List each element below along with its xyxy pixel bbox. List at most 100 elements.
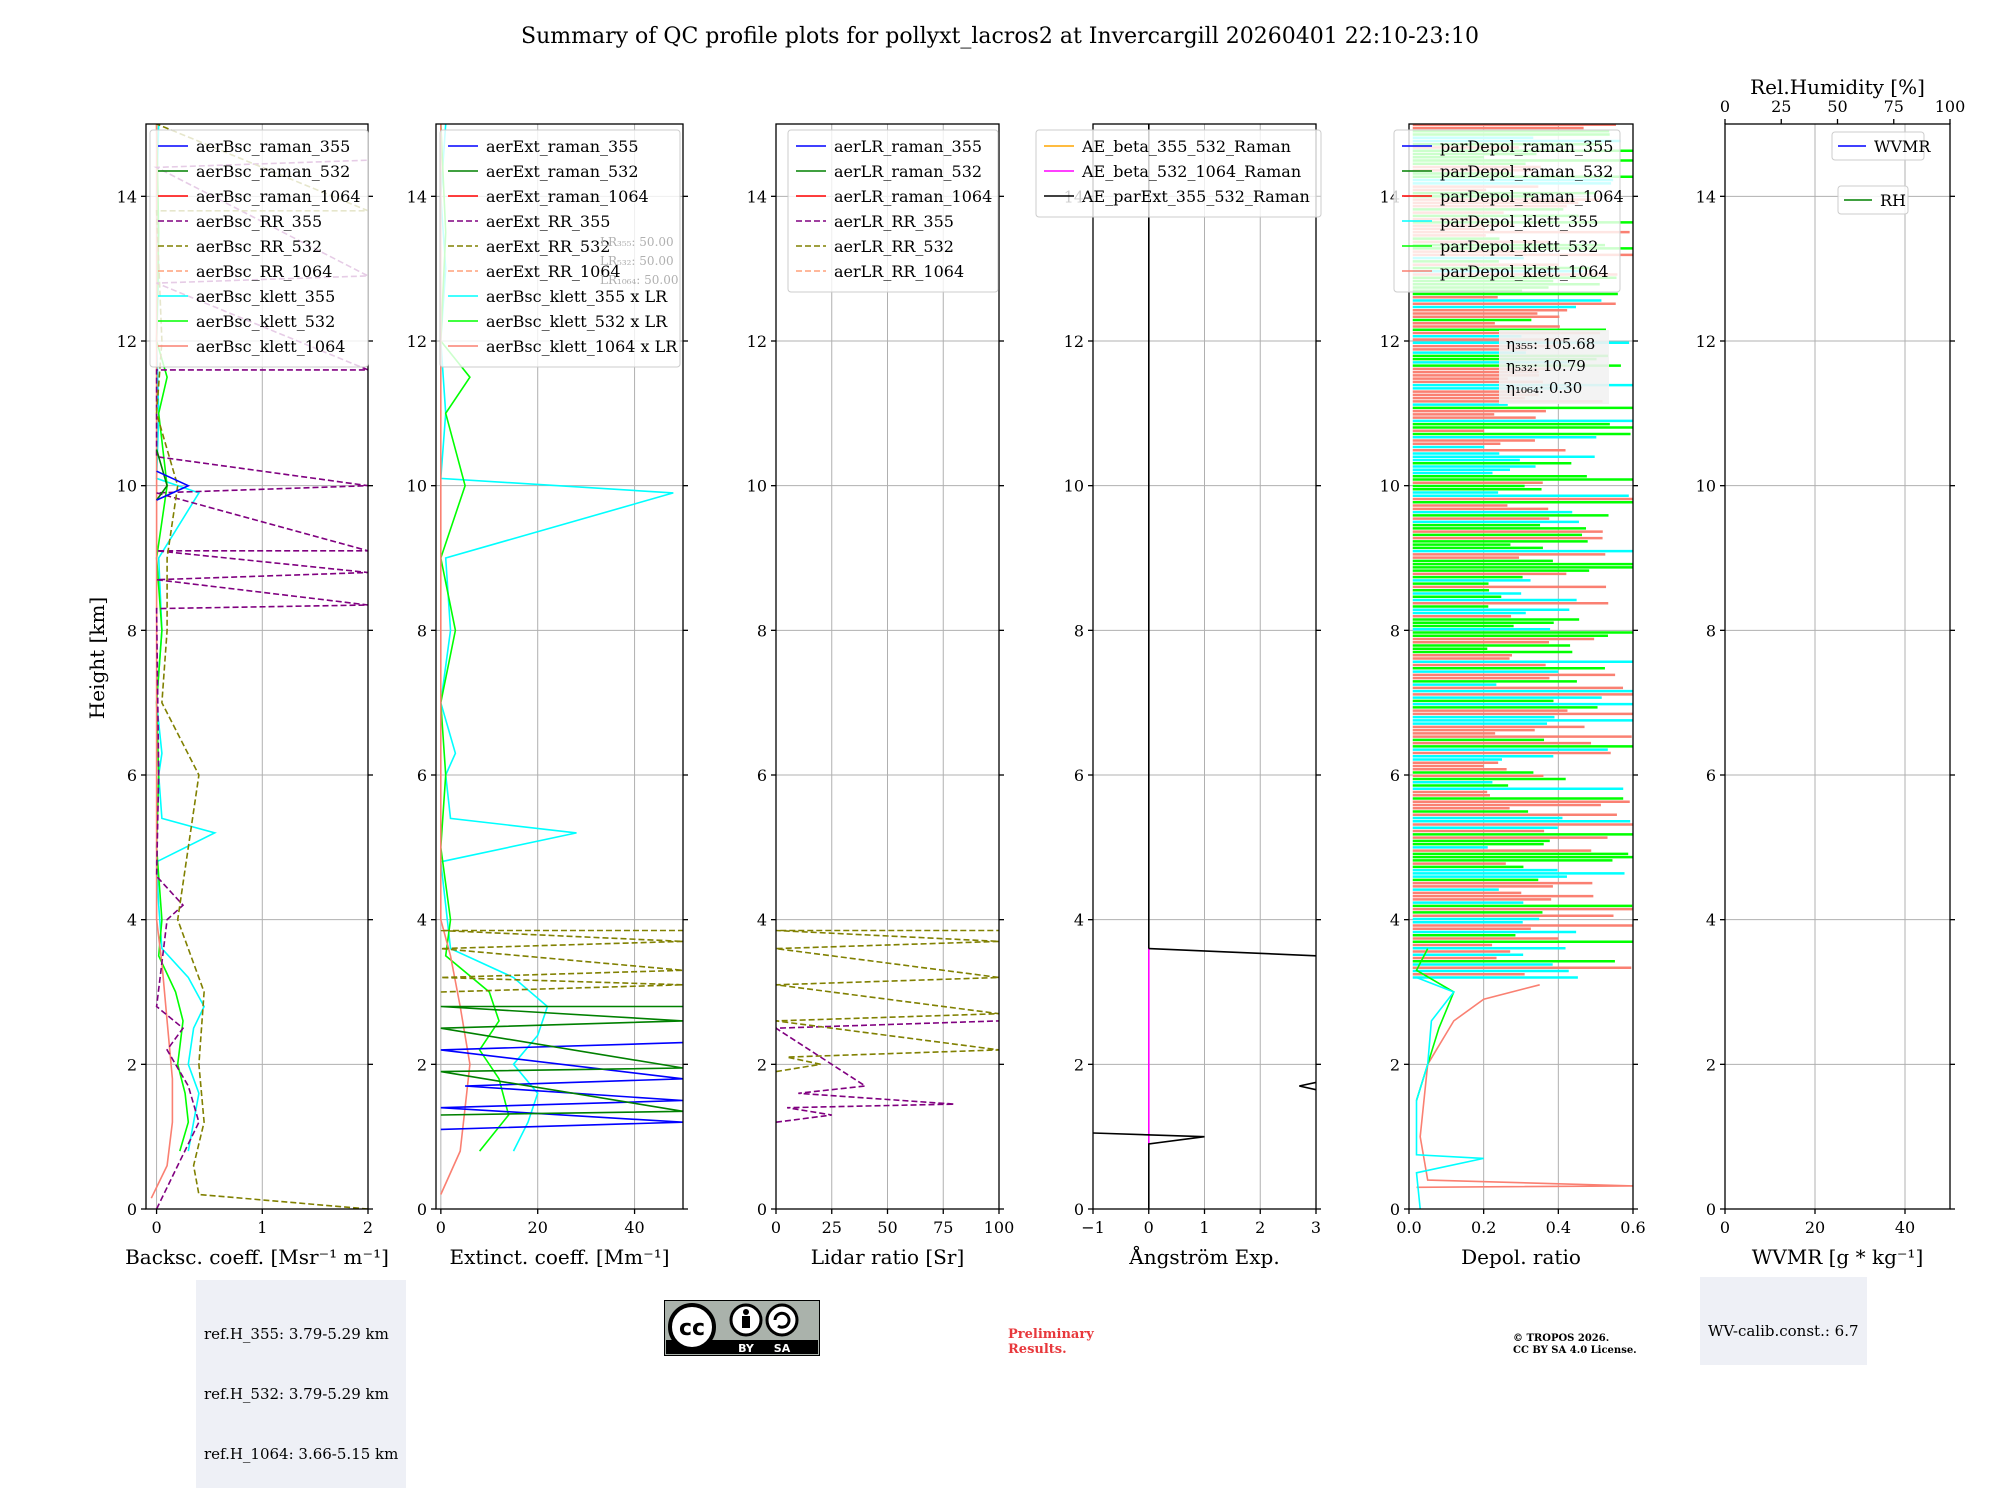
sa-icon [765, 1303, 799, 1337]
x-tick-label: 0 [151, 1218, 161, 1237]
x-tick-label: 40 [1895, 1218, 1915, 1237]
series-line-aerbsc-raman-355 [156, 470, 191, 501]
ref-height-532: ref.H_532: 3.79-5.29 km [204, 1385, 389, 1403]
lr-annotation: LR₁₀₆₄: 50.00 [600, 273, 678, 287]
series-line-ae-parext-355-532-raman [1299, 1081, 1316, 1091]
x-tick-label: 0 [1144, 1218, 1154, 1237]
legend-label: parDepol_raman_355 [1440, 137, 1613, 156]
series-line-aerext-raman-532 [440, 1005, 683, 1116]
x-tick-label: 0.4 [1546, 1218, 1571, 1237]
legend-frame [439, 129, 681, 368]
y-tick-label: 0 [127, 1200, 137, 1219]
legend-frame [1393, 129, 1621, 293]
legend-label: parDepol_klett_532 [1440, 237, 1598, 256]
legend: aerExt_raman_355 aerExt_raman_532 aerExt_r… [439, 129, 681, 368]
y-axis-label: Height [km] [85, 597, 109, 719]
y-tick-label: 6 [1390, 766, 1400, 785]
legend: aerBsc_raman_355 aerBsc_raman_532 aerBsc_r… [149, 129, 369, 368]
copyright-line-2: CC BY SA 4.0 License. [1513, 1345, 1637, 1356]
top-tick-label: 0 [1720, 97, 1730, 116]
y-tick-label: 10 [1380, 477, 1400, 496]
y-tick-label: 4 [417, 911, 427, 930]
series-line-aerext-raman-355 [440, 1041, 683, 1131]
reference-heights-box: ref.H_355: 3.79-5.29 km ref.H_532: 3.79-… [196, 1280, 407, 1488]
y-tick-label: 0 [417, 1200, 427, 1219]
legend-label: AE_beta_532_1064_Raman [1081, 162, 1301, 181]
y-tick-label: 12 [407, 332, 427, 351]
series-line-aerbsc-rr-355 [153, 159, 368, 1209]
axes-frame [1408, 123, 1634, 1210]
by-label: BY [738, 1342, 755, 1355]
lr-annotation: LR₃₅₅: 50.00 [600, 235, 674, 249]
legend-frame [1035, 129, 1322, 218]
legend-label: WVMR [1874, 137, 1931, 156]
y-tick-label: 8 [417, 621, 427, 640]
y-tick-label: 2 [1706, 1055, 1716, 1074]
y-tick-label: 12 [747, 332, 767, 351]
eta-value: η₅₃₂: 10.79 [1506, 357, 1586, 375]
y-tick-label: 2 [417, 1055, 427, 1074]
legend-label: aerExt_raman_1064 [486, 187, 649, 206]
series-line-aerbsc-klett-355 [155, 124, 217, 1152]
eta-box-bg [1499, 330, 1609, 404]
legend-label: parDepol_klett_355 [1440, 212, 1598, 231]
y-tick-label: 10 [117, 477, 137, 496]
legend-label: aerBsc_RR_1064 [196, 262, 332, 281]
legend-box-rh: RH [1837, 185, 1909, 215]
legend-label: parDepol_raman_532 [1440, 162, 1613, 181]
legend-label: aerBsc_klett_355 x LR [486, 287, 668, 306]
series-line-aerbsc-klett-355-x-lr [439, 124, 674, 1152]
legend-box-wvmr: WVMR [1831, 131, 1931, 161]
series-line-ae-parext-355-532-raman [1093, 1132, 1205, 1209]
y-tick-label: 8 [757, 621, 767, 640]
legend-frame [149, 129, 369, 368]
legend-label: aerBsc_raman_1064 [196, 187, 361, 206]
series-line-aerext-rr-532 [440, 929, 683, 993]
legend-label: aerBsc_klett_1064 x LR [486, 337, 678, 356]
preliminary-line-1: Preliminary [1008, 1327, 1094, 1342]
legend-label: aerBsc_klett_532 x LR [486, 312, 668, 331]
legend-label: aerBsc_RR_532 [196, 237, 322, 256]
legend-label: aerExt_raman_532 [486, 162, 639, 181]
x-tick-label: 20 [528, 1218, 548, 1237]
legend-frame [787, 129, 999, 293]
y-tick-label: 10 [407, 477, 427, 496]
y-tick-label: 12 [1696, 332, 1716, 351]
legend-label: aerBsc_klett_355 [196, 287, 335, 306]
x-tick-label: 75 [933, 1218, 953, 1237]
lr-annotation: LR₅₃₂: 50.00 [600, 254, 674, 268]
figure-title: Summary of QC profile plots for pollyxt_… [521, 24, 1479, 49]
sa-label: SA [774, 1342, 791, 1355]
preliminary-line-2: Results. [1008, 1342, 1067, 1357]
series-line-pardepol-klett-355 [1415, 976, 1484, 1209]
y-tick-label: 0 [1074, 1200, 1084, 1219]
x-tick-label: 1 [1199, 1218, 1209, 1237]
x-tick-label: 0.0 [1396, 1218, 1421, 1237]
legend-label: parDepol_raman_1064 [1440, 187, 1624, 206]
eta-value: η₁₀₆₄: 0.30 [1506, 379, 1582, 397]
top-tick-label: 25 [1771, 97, 1791, 116]
series-group [1415, 948, 1633, 1209]
y-tick-label: 6 [1706, 766, 1716, 785]
y-tick-label: 12 [1064, 332, 1084, 351]
eta-value: η₃₅₅: 105.68 [1506, 335, 1595, 353]
series-group [1093, 124, 1316, 1209]
y-tick-label: 14 [117, 187, 137, 206]
x-tick-label: 100 [984, 1218, 1015, 1237]
legend-label: aerBsc_klett_532 [196, 312, 335, 331]
panel-lr: 0 2 4 6 8 10 12 14 0 25 50 75 100 Lidar ratio [Sr] aer… [747, 123, 1015, 1269]
y-tick-label: 6 [127, 766, 137, 785]
legend-label: aerBsc_klett_1064 [196, 337, 345, 356]
y-tick-label: 0 [1706, 1200, 1716, 1219]
legend-label: AE_parExt_355_532_Raman [1081, 187, 1310, 206]
x-axis-label: Depol. ratio [1461, 1245, 1581, 1269]
wv-calib-text: WV-calib.const.: 6.7 [1708, 1322, 1859, 1340]
legend-label: aerBsc_RR_355 [196, 212, 322, 231]
axes-frame [145, 123, 369, 1210]
legend-label: aerLR_raman_532 [834, 162, 982, 181]
x-tick-label: 0.2 [1471, 1218, 1496, 1237]
y-tick-label: 12 [1380, 332, 1400, 351]
x-tick-label: 0 [771, 1218, 781, 1237]
